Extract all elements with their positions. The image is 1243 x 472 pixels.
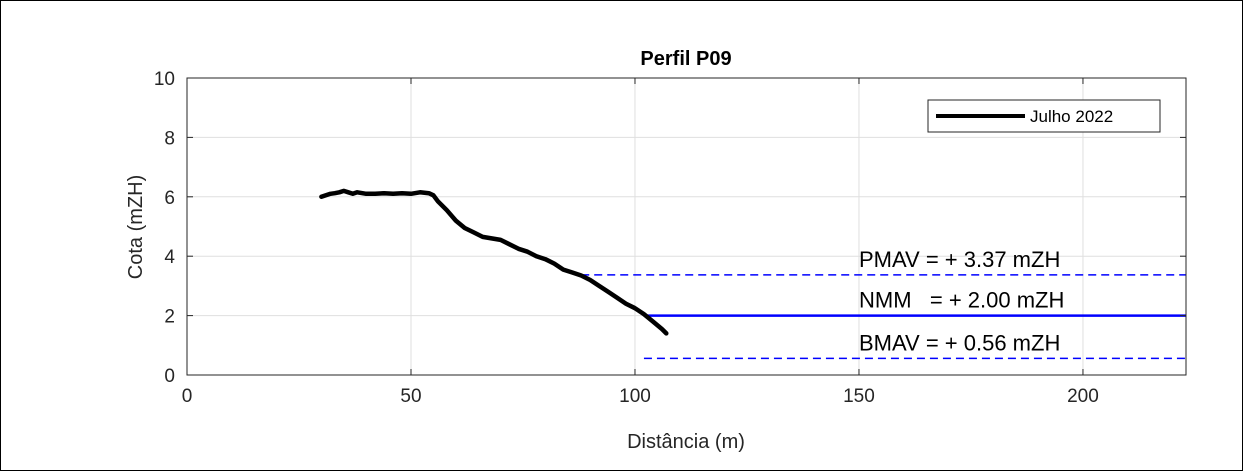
x-tick-label: 0 <box>182 386 193 407</box>
reference-labels: PMAV = + 3.37 mZH NMM = + 2.00 mZH BMAV = … <box>859 247 1064 355</box>
x-tick-label: 150 <box>843 386 875 407</box>
x-tick-label: 100 <box>619 386 651 407</box>
series-group <box>319 188 669 336</box>
y-tick-label: 6 <box>164 188 175 209</box>
x-axis-label: Distância (m) <box>627 431 745 453</box>
y-tick-label: 0 <box>164 366 175 387</box>
y-tick-label: 10 <box>154 69 175 90</box>
chart-title: Perfil P09 <box>640 48 731 70</box>
x-tick-label: 50 <box>400 386 421 407</box>
y-axis-label: Cota (mZH) <box>125 175 147 279</box>
y-tick-label: 8 <box>164 128 175 149</box>
series-line-0 <box>319 188 669 336</box>
plot-area-border <box>186 77 1187 376</box>
x-tick-label: 200 <box>1067 386 1099 407</box>
reference-line-label-0: PMAV = + 3.37 mZH <box>859 247 1060 272</box>
ticks: 0 50 100 150 200 0 2 4 6 8 10 <box>154 69 1186 407</box>
reference-line-label-2: BMAV = + 0.56 mZH <box>859 330 1060 355</box>
reference-lines <box>581 274 1186 360</box>
y-tick-label: 4 <box>164 247 175 268</box>
reference-line-label-1: NMM = + 2.00 mZH <box>859 288 1064 313</box>
y-tick-label: 2 <box>164 307 175 328</box>
legend-label-julho-2022: Julho 2022 <box>1030 107 1113 126</box>
legend: Julho 2022 <box>927 99 1161 133</box>
